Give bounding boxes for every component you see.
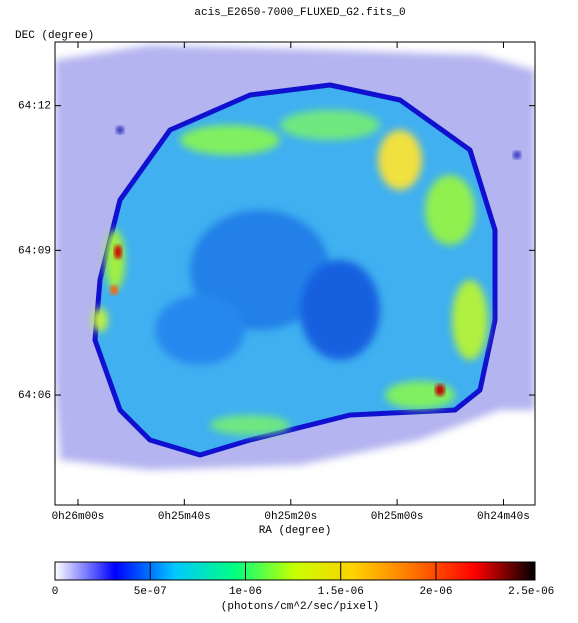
x-tick-label: 0h25m20s (264, 511, 317, 523)
colorbar-tick-label: 1.5e-06 (318, 586, 364, 598)
y-axis-label: DEC (degree) (15, 30, 94, 42)
x-axis-label: RA (degree) (259, 525, 332, 537)
colorbar (54, 561, 536, 581)
colorbar-tick-label: 1e-06 (229, 586, 262, 598)
x-tick-label: 0h25m00s (371, 511, 424, 523)
y-tick-label: 64:09 (18, 245, 51, 257)
y-tick-label: 64:06 (18, 390, 51, 402)
colorbar-tick-label: 2e-06 (419, 586, 452, 598)
colorbar-tick-label: 2.5e-06 (508, 586, 554, 598)
colorbar-tick-label: 5e-07 (134, 586, 167, 598)
plot-frame (54, 41, 536, 506)
colorbar-label: (photons/cm^2/sec/pixel) (221, 601, 379, 613)
x-tick-label: 0h26m00s (52, 511, 105, 523)
sky-image (55, 45, 535, 470)
x-tick-label: 0h25m40s (158, 511, 211, 523)
y-tick-label: 64:12 (18, 101, 51, 113)
x-tick-label: 0h24m40s (477, 511, 530, 523)
chart-title: acis_E2650-7000_FLUXED_G2.fits_0 (194, 7, 405, 19)
colorbar-tick-label: 0 (52, 586, 59, 598)
